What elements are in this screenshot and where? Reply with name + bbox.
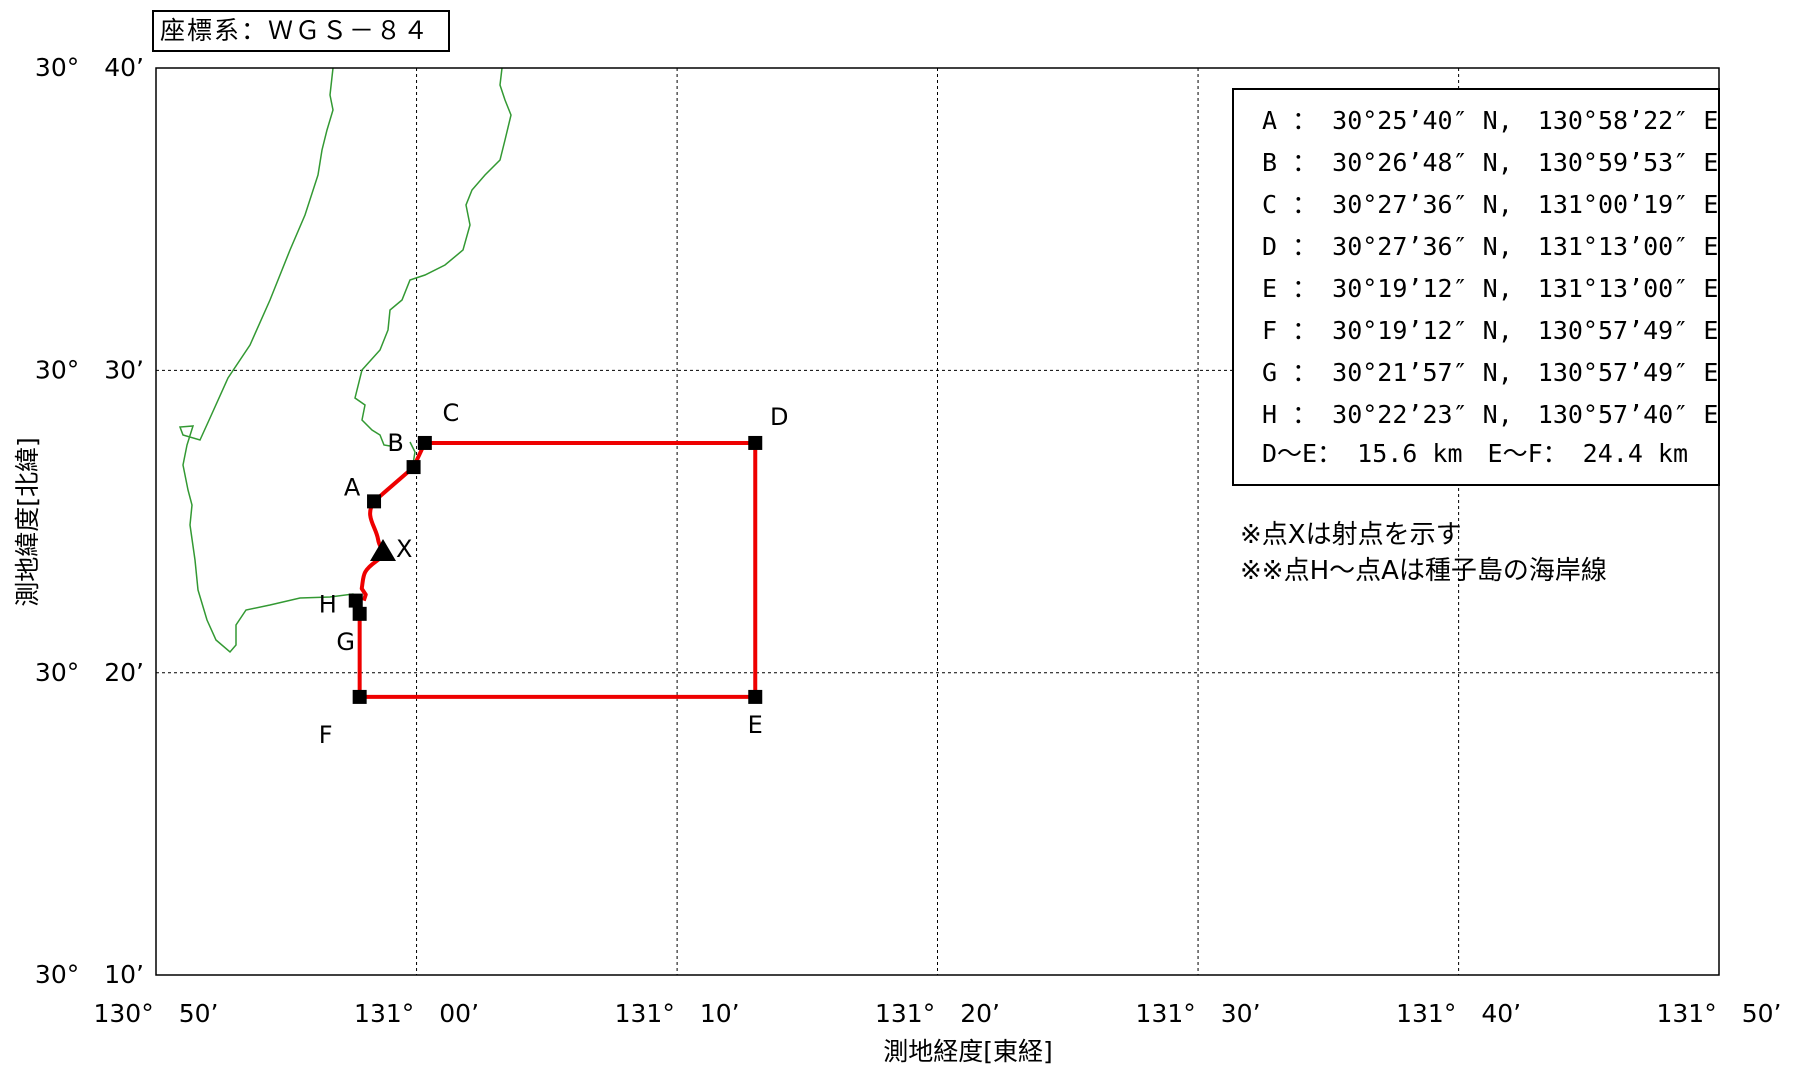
area-points: AB C D E F GH [319,399,789,749]
x-axis-label: 測地経度[東経] [883,1037,1053,1066]
y-tick-label: 30° 30’ [35,355,144,384]
y-tick-label: 30° 40’ [35,53,144,82]
point-label: E [748,711,763,739]
note-coastline: ※※点H～点Aは種子島の海岸線 [1240,556,1607,586]
y-tick-label: 30° 20’ [35,658,144,687]
x-tick-label: 131° 00’ [354,999,479,1028]
point-label: G [336,628,355,656]
legend-row: E ： 30°19’12″ N, 131°13’00″ E [1262,274,1719,303]
point-marker [367,494,382,509]
x-tick-labels: 130° 50’ 131° 00’ 131° 10’ 131° 20’ 131° 30’… [94,999,1782,1028]
planned-area [353,440,758,699]
note-launch-point: ※点Xは射点を示す [1240,520,1462,550]
x-tick-label: 131° 20’ [875,999,1000,1028]
x-tick-label: 130° 50’ [94,999,219,1028]
point-label: B [387,429,403,457]
x-tick-label: 131° 10’ [615,999,740,1028]
point-label: F [319,721,333,749]
x-tick-label: 131° 50’ [1657,999,1782,1028]
launch-point-label: X [396,535,412,563]
coordinate-system-box: 座標系：ＷＧＳ－８４ [152,10,450,52]
area-boundary [353,440,758,699]
point-marker [352,689,367,704]
legend-row: D ： 30°27’36″ N, 131°13’00″ E [1262,232,1719,261]
point-marker [748,689,763,704]
point-label: D [770,403,788,431]
point-label: H [319,591,337,619]
point-marker [417,435,432,450]
point-marker [348,593,363,608]
point-label: C [442,399,459,427]
legend-row: A ： 30°25’40″ N, 130°58’22″ E [1262,106,1719,135]
legend-row: F ： 30°19’12″ N, 130°57’49″ E [1262,316,1719,345]
y-axis-label: 測地緯度[北緯] [13,437,42,607]
coordinate-system-label: 座標系：ＷＧＳ－８４ [160,16,431,45]
legend-row: B ： 30°26’48″ N, 130°59’53″ E [1262,148,1719,177]
launch-point-marker [370,539,396,561]
point-marker [352,606,367,621]
coordinate-legend: A ： 30°25’40″ N, 130°58’22″ E B ： 30°26’… [1232,88,1720,486]
x-tick-label: 131° 30’ [1136,999,1261,1028]
legend-row: C ： 30°27’36″ N, 131°00’19″ E [1262,190,1719,219]
x-tick-label: 131° 40’ [1396,999,1521,1028]
y-tick-label: 30° 10’ [35,960,144,989]
legend-distance: D～E： 15.6 km E～F： 24.4 km [1262,439,1689,468]
plot-border [155,67,1720,976]
point-label: A [344,473,361,501]
tanegashima-coast-west [178,67,357,654]
point-marker [748,435,763,450]
coastline [178,67,512,654]
map-frame [155,67,1720,976]
legend-row: H ： 30°22’23″ N, 130°57’40″ E [1262,400,1719,429]
tanegashima-coast-east [354,67,512,447]
y-tick-labels: 30° 40’ 30° 30’ 30° 20’ 30° 10’ [35,53,144,989]
point-marker [406,460,421,475]
legend-row: G ： 30°21’57″ N, 130°57’49″ E [1262,358,1719,387]
